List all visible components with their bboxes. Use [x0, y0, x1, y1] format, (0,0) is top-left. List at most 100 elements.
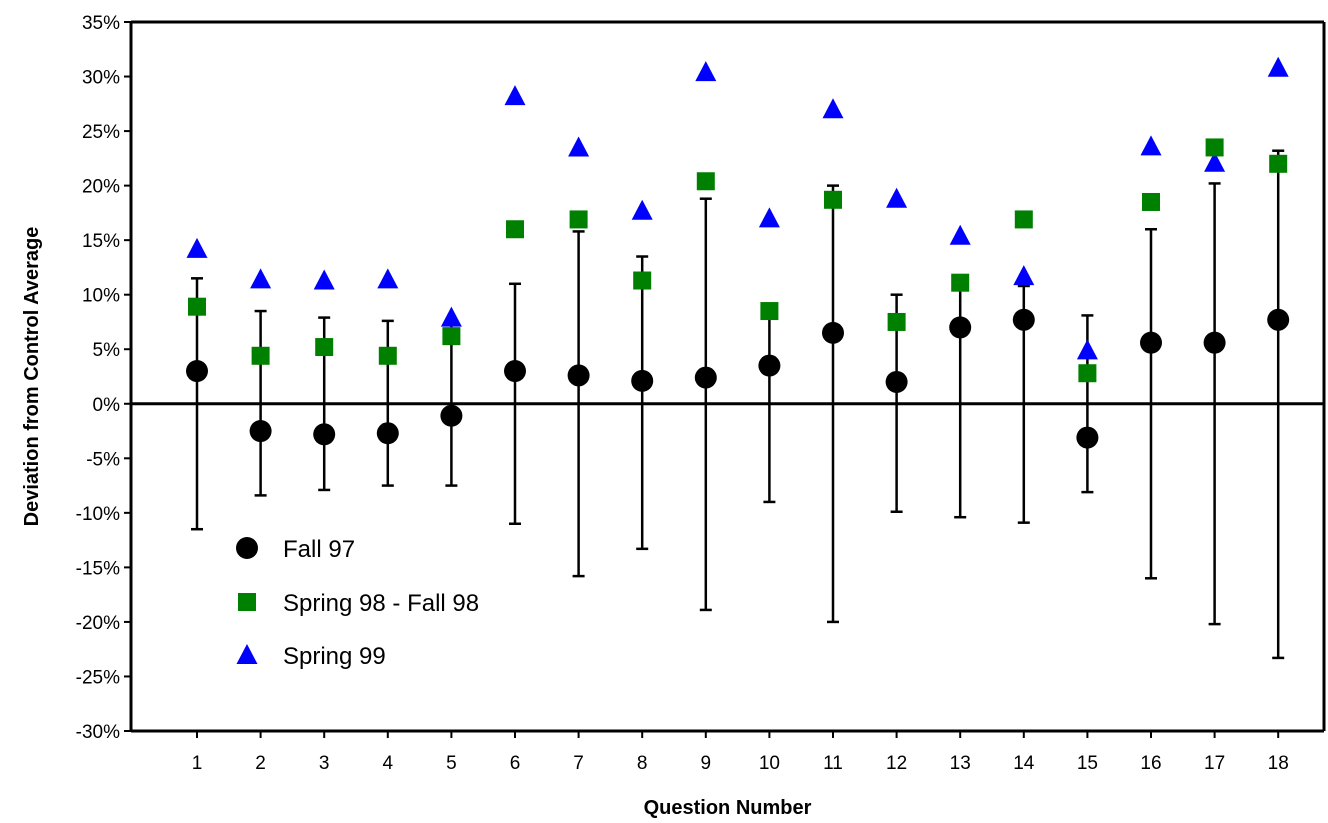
fall-97-point	[1076, 426, 1099, 449]
y-tick-label: -30%	[76, 722, 120, 743]
x-axis-ticks: 1 2 3 4 5 6 7 8 9 10 11 12 13 14 15 16 17 18	[192, 731, 1289, 774]
spring98-fall98-point	[188, 297, 206, 316]
spring98-fall98-point	[1269, 154, 1288, 173]
legend-label: Fall 97	[283, 536, 355, 563]
spring-99-point	[695, 61, 717, 82]
y-tick-label: -20%	[76, 613, 120, 634]
spring98-fall98-point	[887, 312, 906, 331]
y-tick-label: -15%	[76, 558, 120, 579]
spring-99-point	[758, 207, 780, 228]
x-tick-label: 11	[823, 753, 843, 774]
spring98-fall98-point	[633, 271, 652, 290]
spring-99-point	[949, 224, 971, 245]
spring-99-point	[504, 85, 526, 106]
y-tick-label: 15%	[82, 231, 120, 252]
fall-97-point	[1203, 331, 1226, 354]
x-tick-label: 15	[1077, 753, 1098, 774]
fall-97-point	[1012, 308, 1035, 331]
spring98-fall98-point	[251, 346, 270, 365]
spring98-fall98-point	[569, 210, 588, 229]
x-tick-label: 17	[1204, 753, 1225, 774]
spring-99-point	[440, 306, 462, 327]
y-tick-label: 30%	[82, 68, 120, 89]
fall-97-point	[885, 370, 908, 393]
spring98-fall98-point	[378, 346, 397, 365]
x-tick-label: 12	[886, 753, 907, 774]
y-tick-label: 5%	[93, 340, 121, 361]
fall-97-point	[440, 404, 463, 427]
legend-marker	[236, 537, 258, 559]
x-tick-label: 2	[255, 753, 266, 774]
y-axis-ticks: 35% 30% 25% 20% 15% 10% 5% 0% -5% -10% -15% -20% -25…	[76, 13, 131, 743]
spring-99-point	[1140, 135, 1162, 156]
legend-label: Spring 99	[283, 643, 386, 670]
spring-99-point	[568, 136, 590, 157]
spring98-fall98-point	[442, 327, 461, 346]
axes	[129, 20, 1326, 733]
y-tick-label: 10%	[82, 286, 120, 307]
x-tick-label: 14	[1013, 753, 1035, 774]
x-tick-label: 7	[573, 753, 584, 774]
spring-99-point	[1267, 56, 1289, 77]
spring-99-point	[886, 187, 908, 208]
legend-marker	[238, 593, 256, 611]
fall-97-point	[186, 360, 208, 383]
legend-label: Spring 98 - Fall 98	[283, 590, 479, 617]
spring98-fall98-point	[760, 302, 779, 321]
y-tick-label: 35%	[82, 13, 120, 34]
x-tick-label: 4	[383, 753, 394, 774]
spring-99-point	[822, 98, 844, 119]
fall-97-point	[376, 422, 399, 445]
spring-99-point	[313, 269, 335, 290]
fall-97-point	[313, 423, 336, 446]
spring-99-point	[631, 199, 653, 220]
x-tick-label: 16	[1140, 753, 1161, 774]
spring-99-point	[1204, 151, 1226, 172]
spring-99-point	[1076, 339, 1098, 360]
x-tick-label: 1	[192, 753, 203, 774]
fall-97-point	[504, 360, 526, 383]
x-tick-label: 5	[446, 753, 457, 774]
fall-97-point	[694, 366, 717, 389]
spring98-fall98-point	[1014, 210, 1033, 229]
data-points	[186, 56, 1290, 449]
fall-97-point	[1140, 331, 1162, 354]
spring98-fall98-point	[1142, 192, 1160, 211]
spring98-fall98-point	[1078, 364, 1097, 383]
fall-97-point	[949, 316, 972, 339]
x-tick-label: 3	[319, 753, 330, 774]
x-tick-label: 9	[701, 753, 712, 774]
x-tick-label: 18	[1268, 753, 1289, 774]
y-tick-label: 25%	[82, 122, 120, 143]
fall-97-point	[631, 369, 654, 392]
x-tick-label: 6	[510, 753, 521, 774]
x-tick-label: 13	[950, 753, 971, 774]
y-tick-label: -10%	[76, 504, 120, 525]
fall-97-point	[1267, 308, 1290, 331]
legend: Fall 97 Spring 98 - Fall 98 Spring 99	[236, 536, 479, 670]
x-tick-label: 8	[637, 753, 648, 774]
y-tick-label: -25%	[76, 667, 120, 688]
spring-99-point	[186, 237, 208, 258]
spring-99-point	[1013, 265, 1035, 286]
spring98-fall98-point	[506, 220, 524, 239]
spring-99-point	[377, 268, 399, 289]
legend-marker	[236, 644, 258, 664]
spring98-fall98-point	[951, 273, 970, 292]
fall-97-point	[822, 321, 844, 344]
spring98-fall98-point	[1205, 138, 1224, 157]
y-tick-label: -5%	[86, 449, 120, 470]
spring98-fall98-point	[315, 338, 334, 357]
spring-99-point	[250, 268, 272, 289]
spring98-fall98-point	[824, 190, 842, 209]
x-tick-label: 10	[759, 753, 780, 774]
fall-97-point	[567, 364, 590, 387]
y-axis-title: Deviation from Control Average	[21, 227, 43, 527]
y-tick-label: 20%	[82, 177, 120, 198]
x-axis-title: Question Number	[644, 797, 812, 819]
spring98-fall98-point	[696, 172, 715, 191]
fall-97-point	[758, 354, 781, 377]
y-tick-label: 0%	[93, 395, 121, 416]
